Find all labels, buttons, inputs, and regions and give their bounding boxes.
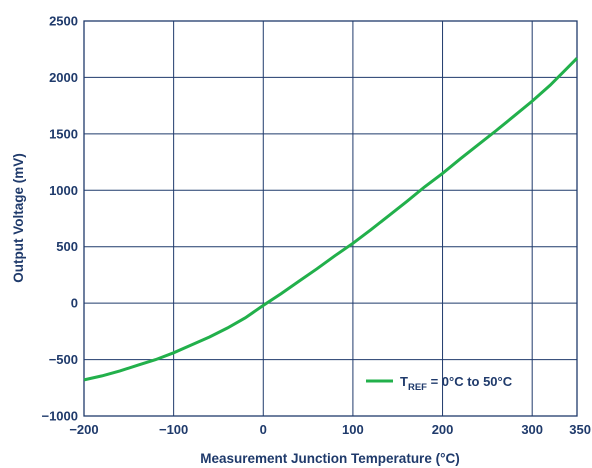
x-tick-label: 200 — [432, 422, 454, 437]
x-tick-labels: −200 −100 0 100 200 300 350 — [69, 422, 591, 437]
y-axis-title: Output Voltage (mV) — [11, 153, 26, 283]
y-tick-label: −500 — [49, 352, 78, 367]
y-tick-label: 500 — [56, 239, 78, 254]
x-tick-label: 350 — [569, 422, 591, 437]
series-line — [83, 57, 579, 382]
legend-suffix: = 0°C to 50°C — [427, 374, 513, 389]
y-tick-labels: 2500 2000 1500 1000 500 0 −500 −1000 — [41, 14, 78, 424]
y-tick-label: 2000 — [49, 70, 78, 85]
y-tick-label: −1000 — [41, 409, 78, 424]
x-tick-label: −100 — [159, 422, 188, 437]
y-tick-label: 1000 — [49, 183, 78, 198]
y-tick-label: 2500 — [49, 14, 78, 29]
plot-frame — [83, 20, 578, 417]
x-axis-title: Measurement Junction Temperature (°C) — [200, 451, 459, 466]
y-tick-label: 1500 — [49, 126, 78, 141]
legend-label: TREF = 0°C to 50°C — [400, 374, 513, 393]
legend-prefix: T — [400, 374, 408, 389]
x-tick-label: 0 — [260, 422, 267, 437]
grid-lines — [83, 20, 578, 417]
x-tick-label: −200 — [69, 422, 98, 437]
x-tick-label: 100 — [342, 422, 364, 437]
y-tick-label: 0 — [71, 296, 78, 311]
legend: TREF = 0°C to 50°C — [366, 374, 513, 393]
x-tick-label: 300 — [521, 422, 543, 437]
legend-subscript: REF — [408, 382, 427, 393]
